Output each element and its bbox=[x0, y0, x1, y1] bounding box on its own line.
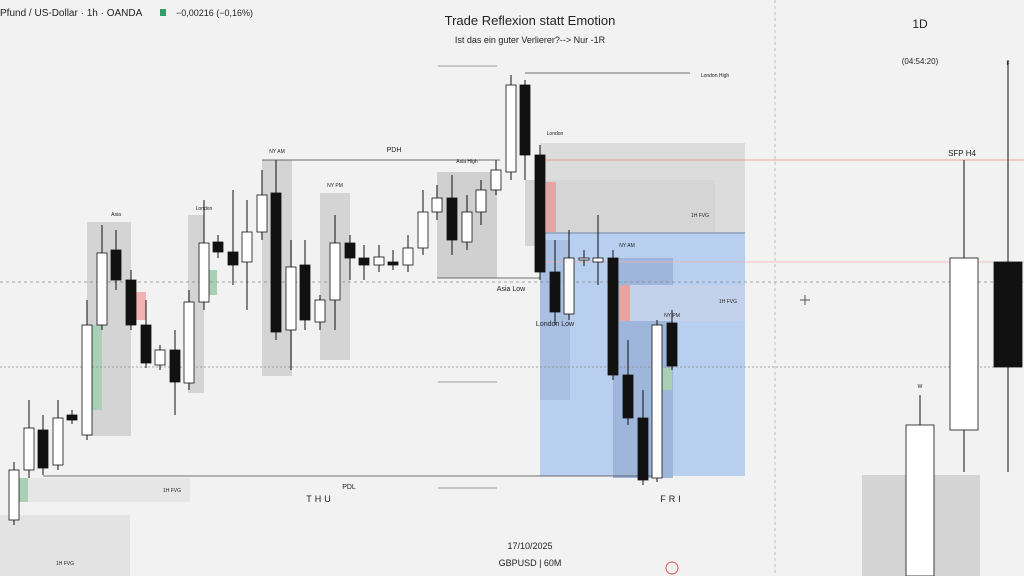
candle-body bbox=[578, 257, 590, 261]
fvg-marker bbox=[662, 368, 672, 390]
candle-body bbox=[66, 414, 78, 421]
session-label: NY AM bbox=[619, 243, 634, 249]
fvg-zone bbox=[20, 478, 190, 502]
candle-body bbox=[905, 424, 935, 576]
fvg-label: 1H FVG bbox=[691, 213, 709, 219]
candle-body bbox=[563, 257, 575, 315]
candle-body bbox=[241, 231, 253, 263]
fvg-label: 1H FVG bbox=[163, 488, 181, 494]
candle-body bbox=[212, 241, 224, 253]
asia-high-label: Asia High bbox=[456, 159, 478, 165]
day-label: THU bbox=[306, 494, 334, 504]
day-label: FRI bbox=[660, 494, 684, 504]
candle-body bbox=[373, 256, 385, 266]
candle-body bbox=[993, 261, 1023, 368]
fvg-zone bbox=[620, 285, 745, 321]
session-label: NY PM bbox=[664, 313, 680, 319]
fvg-marker bbox=[134, 292, 146, 320]
instrument: GBPUSD | 60M bbox=[499, 558, 562, 568]
candle-body bbox=[592, 257, 604, 263]
session-label: London bbox=[196, 206, 213, 212]
candle-body bbox=[387, 261, 399, 266]
candle-body bbox=[285, 266, 297, 331]
candle-body bbox=[23, 427, 35, 471]
asia-low-label: Asia Low bbox=[497, 286, 526, 293]
weekly-label: W bbox=[918, 384, 923, 390]
london-high-label: London High bbox=[701, 73, 730, 79]
fvg-marker bbox=[92, 325, 102, 410]
fvg-marker bbox=[620, 285, 630, 321]
session-label: Asia bbox=[111, 212, 121, 218]
candle-body bbox=[169, 349, 181, 383]
change: −0,00216 (−0,16%) bbox=[176, 8, 253, 18]
candle-body bbox=[637, 417, 649, 481]
session-label: NY PM bbox=[327, 183, 343, 189]
fvg-zone bbox=[0, 515, 130, 576]
candle-body bbox=[96, 252, 108, 326]
candle-body bbox=[110, 249, 122, 281]
candle-body bbox=[534, 154, 546, 273]
candle-body bbox=[344, 242, 356, 259]
timeframe: 1D bbox=[912, 17, 928, 31]
candle-body bbox=[314, 299, 326, 323]
candle-body bbox=[154, 349, 166, 366]
candle-body bbox=[358, 257, 370, 266]
candle-body bbox=[227, 251, 239, 266]
candle-body bbox=[256, 194, 268, 233]
session-label: London bbox=[547, 131, 564, 137]
title: Trade Reflexion statt Emotion bbox=[445, 13, 616, 28]
friday-label: F bbox=[1006, 61, 1009, 67]
candle-body bbox=[37, 429, 49, 469]
candle-body bbox=[299, 264, 311, 321]
date: 17/10/2025 bbox=[507, 541, 552, 551]
status-flag bbox=[160, 9, 166, 16]
candle-body bbox=[519, 84, 531, 156]
candle-body bbox=[549, 271, 561, 313]
candle-body bbox=[461, 211, 473, 243]
crosshair bbox=[800, 295, 810, 305]
candle-body bbox=[329, 242, 341, 301]
fvg-marker bbox=[207, 270, 217, 295]
fvg-marker bbox=[18, 478, 28, 502]
candle-body bbox=[475, 189, 487, 213]
fvg-marker bbox=[546, 182, 556, 232]
sfp-label: SFP H4 bbox=[948, 149, 976, 158]
candle-body bbox=[666, 322, 678, 367]
candle-body bbox=[651, 324, 663, 479]
candle-body bbox=[125, 279, 137, 326]
fvg-label: 1H FVG bbox=[56, 561, 74, 567]
candle-body bbox=[949, 257, 979, 431]
candle-body bbox=[140, 324, 152, 364]
candles bbox=[8, 60, 1023, 576]
candle-body bbox=[607, 257, 619, 376]
candle-body bbox=[52, 417, 64, 466]
fvg-label: 1H FVG bbox=[719, 299, 737, 305]
candle-body bbox=[431, 197, 443, 213]
session-label: NY AM bbox=[269, 149, 284, 155]
pdl-label: PDL bbox=[342, 484, 356, 491]
candle-body bbox=[270, 192, 282, 333]
symbol: Pfund / US-Dollar · 1h · OANDA bbox=[0, 8, 143, 19]
candle-body bbox=[446, 197, 458, 241]
candle-body bbox=[81, 324, 93, 436]
candle-body bbox=[417, 211, 429, 249]
candle-body bbox=[505, 84, 517, 173]
candle-body bbox=[622, 374, 634, 419]
countdown: (04:54:20) bbox=[902, 57, 939, 66]
candle-body bbox=[183, 301, 195, 384]
subtitle: Ist das ein guter Verlierer?--> Nur -1R bbox=[455, 35, 606, 45]
pdh-label: PDH bbox=[387, 147, 402, 154]
candle-body bbox=[402, 247, 414, 266]
candle-body bbox=[490, 169, 502, 191]
candle-body bbox=[8, 469, 20, 521]
replay-icon bbox=[665, 561, 679, 575]
candle-body bbox=[198, 242, 210, 303]
london-low-label: London Low bbox=[536, 321, 575, 328]
